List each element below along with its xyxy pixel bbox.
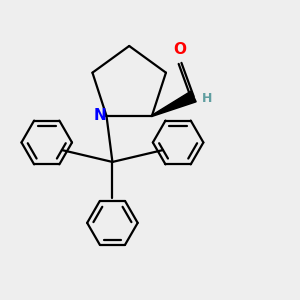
Text: H: H — [202, 92, 212, 105]
Text: N: N — [94, 108, 106, 123]
Polygon shape — [152, 91, 196, 116]
Text: O: O — [173, 42, 187, 57]
